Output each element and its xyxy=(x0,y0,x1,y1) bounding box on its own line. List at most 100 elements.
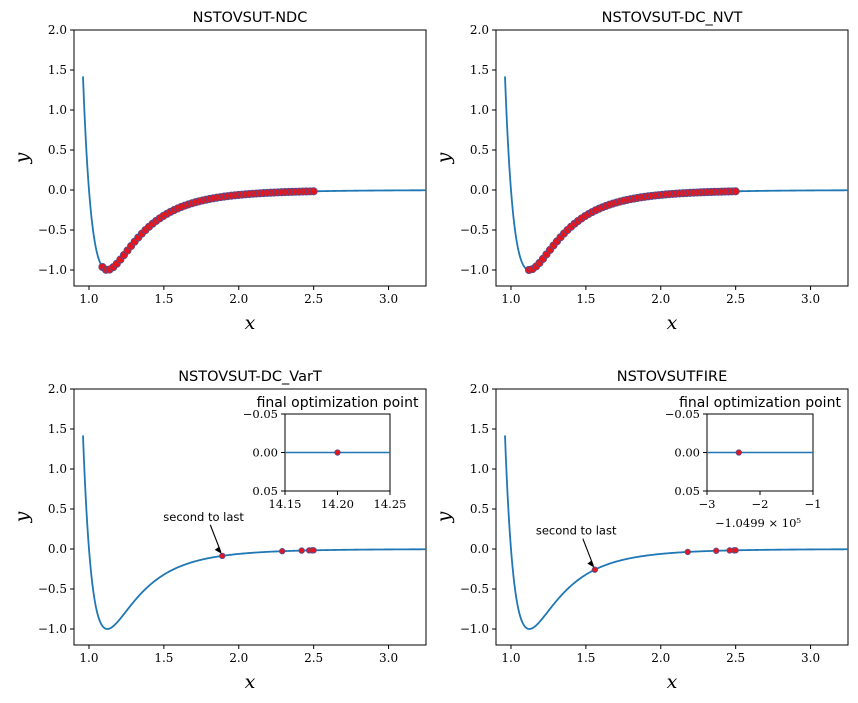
chart-title: NSTOVSUTFIRE xyxy=(617,369,728,385)
inset-y-tick-label: −0.05 xyxy=(243,407,278,421)
y-tick-label: 0.5 xyxy=(48,502,67,516)
y-tick-label: 0.5 xyxy=(48,143,67,157)
potential-curve xyxy=(82,435,426,630)
annotation-arrow-line xyxy=(582,538,594,566)
inset-y-tick-label: 0.05 xyxy=(674,484,700,498)
chart-panel-1: NSTOVSUT-NDC 1.0 1.5 2.0 2.5 3.0 −1.0 −0.5 0.0 0.… xyxy=(11,10,427,334)
x-tick-label: 1.5 xyxy=(154,651,173,665)
inset-x-tick-label: −2 xyxy=(752,497,769,511)
y-axis-label: y xyxy=(11,511,33,523)
y-tick-label: 2.0 xyxy=(48,382,67,396)
x-tick-label: 3.0 xyxy=(801,292,820,306)
y-tick-label: 1.0 xyxy=(48,103,67,117)
y-tick-label: 1.0 xyxy=(470,462,489,476)
y-axis-label: y xyxy=(433,152,455,164)
y-tick-label: 0.0 xyxy=(470,542,489,556)
y-tick-label: 1.0 xyxy=(48,462,67,476)
inset-y-tick-label: 0.00 xyxy=(252,446,278,460)
y-tick-label: 0.5 xyxy=(470,143,489,157)
annotation-arrow-head xyxy=(587,560,595,568)
x-tick-label: 2.0 xyxy=(229,651,248,665)
y-tick-label: 0.0 xyxy=(470,183,489,197)
x-tick-label: 2.5 xyxy=(304,292,323,306)
y-tick-label: −1.0 xyxy=(38,622,67,636)
inset-y-tick-label: 0.00 xyxy=(674,446,700,460)
data-point xyxy=(309,187,318,196)
y-tick-label: −0.5 xyxy=(460,223,489,237)
y-tick-label: 1.0 xyxy=(470,103,489,117)
y-tick-label: 0.0 xyxy=(48,183,67,197)
y-tick-label: 0.0 xyxy=(48,542,67,556)
axes-frame xyxy=(495,388,849,646)
data-point xyxy=(279,548,286,555)
inset-axes: final optimization point 14.15 14.20 14.25 −… xyxy=(243,395,419,511)
axes-frame xyxy=(495,29,849,287)
x-tick-label: 1.5 xyxy=(576,651,595,665)
inset-data-point xyxy=(334,449,341,456)
x-tick-label: 1.0 xyxy=(79,292,98,306)
inset-axes: final optimization point −3 −2 −1 −0.05 0.00 0… xyxy=(665,395,842,530)
data-point xyxy=(731,187,740,196)
y-tick-label: 2.0 xyxy=(470,23,489,37)
x-axis-label: x xyxy=(245,312,256,334)
chart-title: NSTOVSUT-DC_NVT xyxy=(602,10,743,26)
y-tick-label: 2.0 xyxy=(48,23,67,37)
data-point xyxy=(732,547,739,554)
potential-curve xyxy=(504,435,848,630)
y-tick-label: 1.5 xyxy=(470,422,489,436)
y-axis-label: y xyxy=(433,511,455,523)
annotation-arrow-line xyxy=(209,524,222,553)
x-tick-label: 2.5 xyxy=(726,292,745,306)
x-tick-label: 2.0 xyxy=(229,292,248,306)
x-axis-label: x xyxy=(667,312,678,334)
inset-x-tick-label: 14.20 xyxy=(321,497,354,511)
inset-x-tick-label: −1 xyxy=(805,497,822,511)
x-axis-label: x xyxy=(667,671,678,693)
x-tick-label: 3.0 xyxy=(379,651,398,665)
y-tick-label: 0.5 xyxy=(470,502,489,516)
data-point xyxy=(713,547,720,554)
x-tick-label: 1.0 xyxy=(501,292,520,306)
x-tick-label: 2.0 xyxy=(651,292,670,306)
y-tick-label: 1.5 xyxy=(470,63,489,77)
y-tick-label: −0.5 xyxy=(38,582,67,596)
data-point xyxy=(310,547,317,554)
chart-title: NSTOVSUT-DC_VarT xyxy=(178,369,322,385)
data-point xyxy=(591,566,599,573)
x-tick-label: 2.0 xyxy=(651,651,670,665)
inset-x-tick-label: 14.15 xyxy=(269,497,302,511)
inset-title: final optimization point xyxy=(257,395,419,411)
y-tick-label: −1.0 xyxy=(460,622,489,636)
inset-x-tick-label: −3 xyxy=(699,497,716,511)
data-point xyxy=(298,547,305,554)
x-tick-label: 3.0 xyxy=(801,651,820,665)
axes-frame xyxy=(73,29,427,287)
annotation-label: second to last xyxy=(536,524,617,538)
annotation-label: second to last xyxy=(163,510,244,524)
data-point xyxy=(219,552,226,560)
inset-title: final optimization point xyxy=(679,395,841,411)
y-tick-label: −0.5 xyxy=(38,223,67,237)
annotation-arrow-head xyxy=(214,546,222,554)
y-tick-label: 1.5 xyxy=(48,422,67,436)
x-tick-label: 2.5 xyxy=(304,651,323,665)
x-tick-label: 1.5 xyxy=(154,292,173,306)
inset-x-offset-label: −1.0499 × 10⁵ xyxy=(715,516,801,530)
x-tick-label: 1.5 xyxy=(576,292,595,306)
inset-y-tick-label: 0.05 xyxy=(252,484,278,498)
inset-y-tick-label: −0.05 xyxy=(665,407,700,421)
chart-panel-2: NSTOVSUT-DC_NVT 1.0 1.5 2.0 2.5 3.0 −1.0 −0.5 0.… xyxy=(433,10,849,334)
y-tick-label: 2.0 xyxy=(470,382,489,396)
x-tick-label: 3.0 xyxy=(379,292,398,306)
x-tick-label: 1.0 xyxy=(501,651,520,665)
axes-frame xyxy=(73,388,427,646)
y-tick-label: −0.5 xyxy=(460,582,489,596)
chart-panel-4: NSTOVSUTFIRE 1.0 1.5 2.0 2.5 3.0 −1.0 −0.5 0.0 0.… xyxy=(433,369,849,693)
inset-data-point xyxy=(735,449,742,456)
y-tick-label: 1.5 xyxy=(48,63,67,77)
y-tick-label: −1.0 xyxy=(38,263,67,277)
y-axis-label: y xyxy=(11,152,33,164)
inset-x-tick-label: 14.25 xyxy=(374,497,407,511)
data-point xyxy=(684,548,691,556)
